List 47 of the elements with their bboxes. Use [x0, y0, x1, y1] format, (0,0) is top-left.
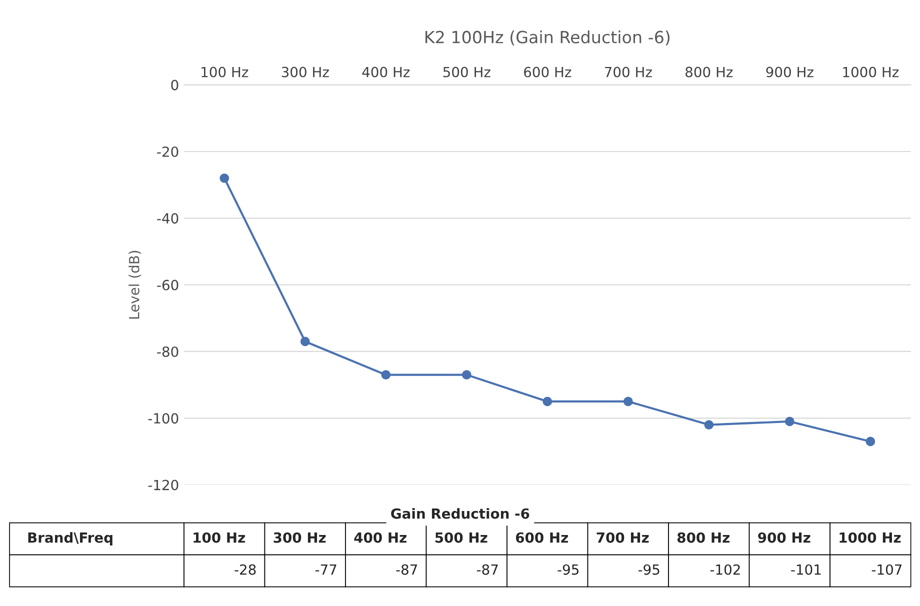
y-tick-label: 0 — [171, 80, 178, 90]
point — [462, 370, 472, 380]
point — [623, 396, 633, 406]
category-label: 800 Hz — [677, 532, 730, 543]
category-label: 300 Hz — [274, 532, 326, 543]
point — [704, 420, 714, 430]
data-label: -95 — [638, 564, 660, 575]
point — [866, 436, 876, 446]
x-tick-label: 100 Hz — [202, 66, 248, 78]
y-tick-label: -80 — [157, 346, 178, 357]
x-tick-label: 500 Hz — [443, 66, 490, 78]
y-tick-label: -40 — [157, 213, 178, 224]
y-tick-label: -60 — [157, 280, 178, 290]
point — [300, 336, 310, 346]
x-tick-label: 800 Hz — [686, 66, 733, 78]
data-label: -107 — [872, 564, 902, 575]
y-tick-label: -100 — [148, 413, 178, 424]
point — [220, 173, 230, 183]
category-label: 1000 Hz — [840, 532, 901, 543]
data-label: -77 — [315, 564, 336, 575]
point — [784, 416, 794, 426]
category-label: 700 Hz — [596, 532, 649, 543]
text: Gain Reduction -6 — [391, 508, 530, 519]
chart-title: K2 100Hz (Gain Reduction -6) — [426, 30, 670, 46]
x-tick-label: 600 Hz — [524, 66, 572, 78]
category-label: 500 Hz — [435, 532, 488, 543]
y-tick-label: -120 — [148, 480, 178, 490]
data-label: -95 — [558, 564, 578, 575]
x-tick-label: 300 Hz — [282, 66, 329, 78]
x-tick-label: 700 Hz — [604, 66, 652, 78]
data-label: -28 — [234, 564, 256, 575]
point — [381, 370, 391, 380]
data-label: -101 — [791, 564, 821, 575]
data-label: -87 — [476, 564, 498, 575]
category-label: 100 Hz — [194, 532, 245, 543]
text: Brand\Freq — [28, 532, 112, 546]
category-label: 600 Hz — [516, 532, 568, 543]
point — [542, 396, 552, 406]
y-tick-label: -20 — [157, 146, 178, 157]
x-tick-label: 900 Hz — [766, 66, 814, 78]
category-label: 400 Hz — [354, 532, 406, 543]
x-tick-label: 400 Hz — [362, 66, 410, 78]
category-label: 900 Hz — [758, 532, 810, 543]
x-tick-label: 1000 Hz — [843, 66, 899, 78]
data-label: -102 — [710, 564, 740, 575]
y-axis-title: Level (dB) — [128, 250, 142, 319]
data-label: -87 — [396, 564, 418, 575]
